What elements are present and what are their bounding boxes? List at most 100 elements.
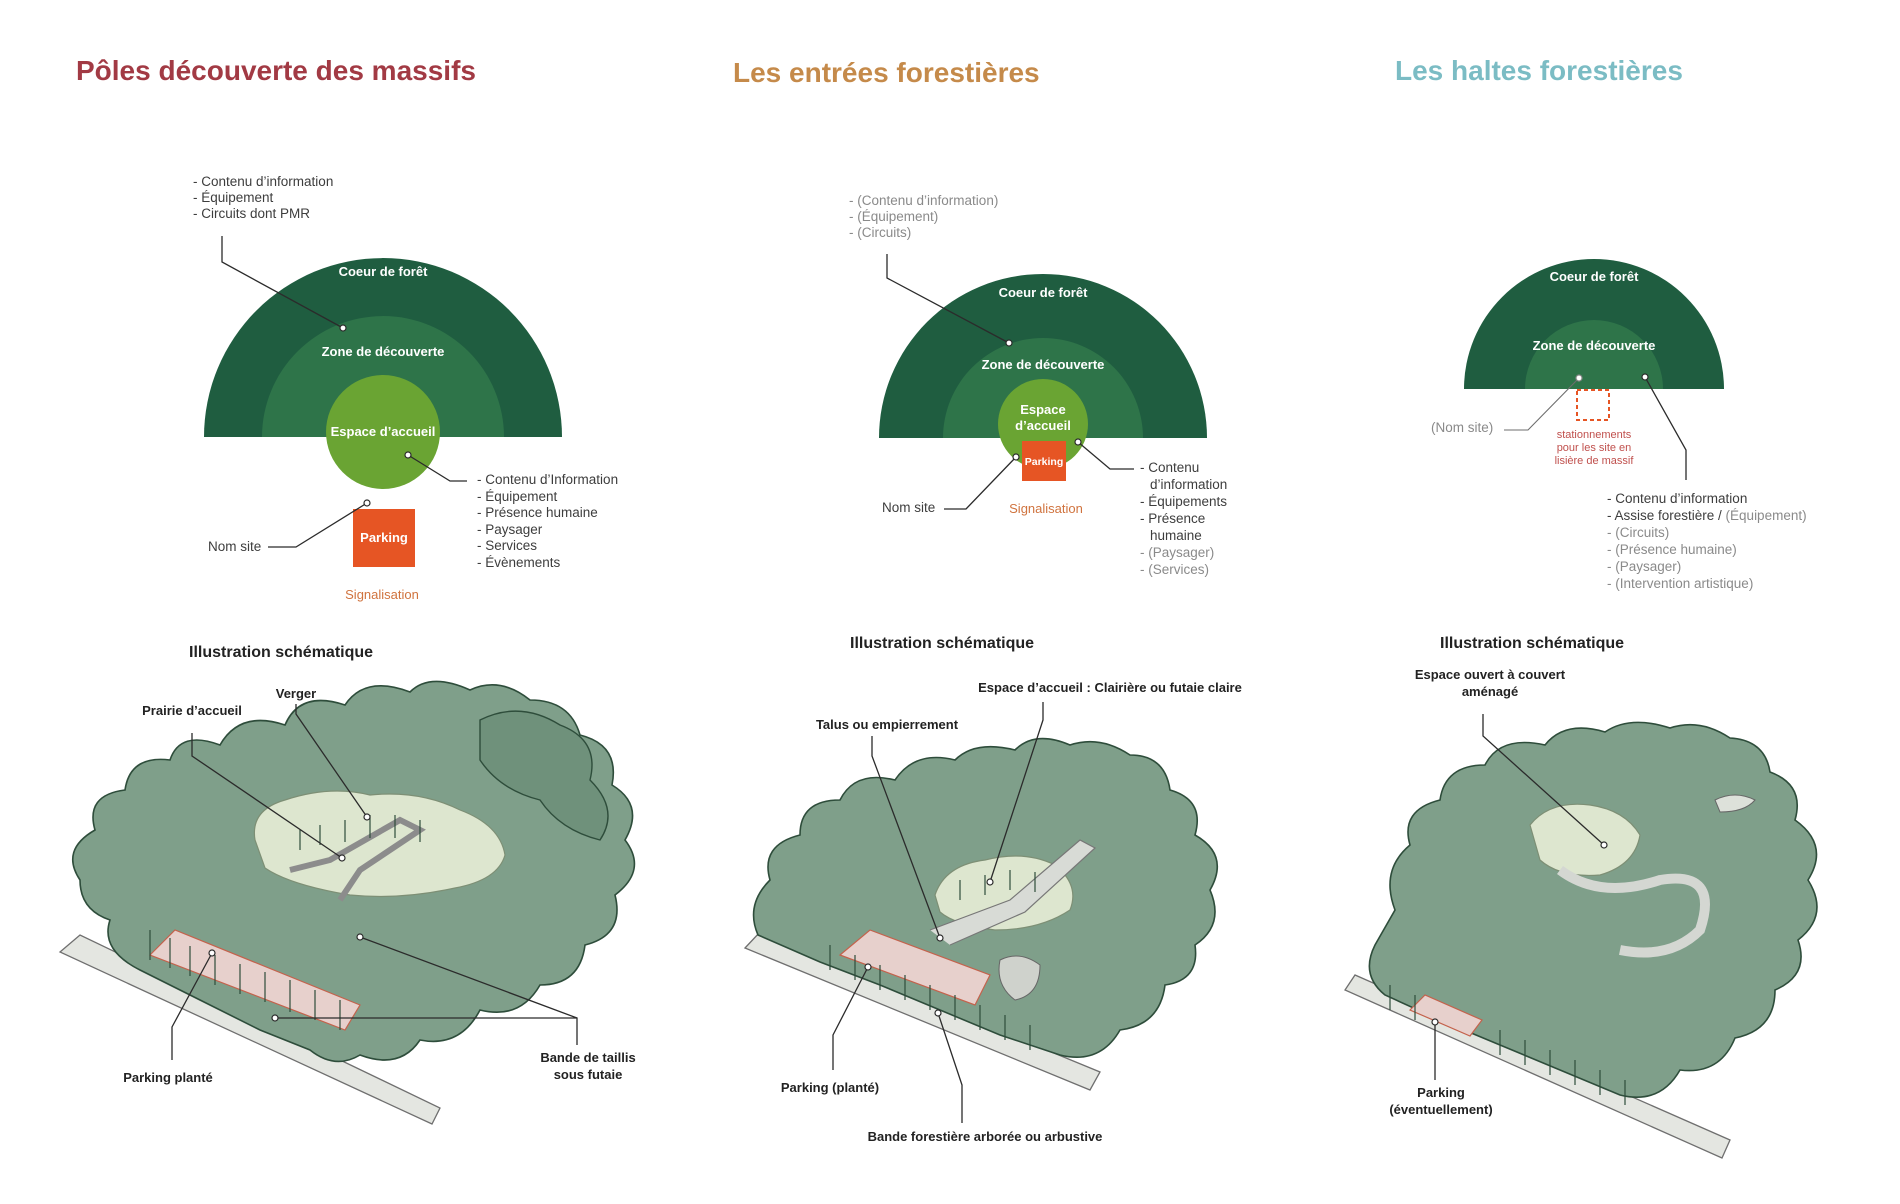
label-assise-black: - Assise forestière / xyxy=(1607,508,1726,523)
leader-dot xyxy=(271,1014,279,1022)
right-label-7: - (Services) xyxy=(1140,562,1209,577)
leader-dot xyxy=(404,451,412,459)
clearing-small xyxy=(1714,794,1756,813)
espace-accueil-circle xyxy=(326,375,440,489)
label-parking: Parking xyxy=(360,530,408,545)
right-label-4: - Présence xyxy=(1140,511,1205,526)
parking-area xyxy=(148,929,361,1031)
right-label-2: - Équipement xyxy=(477,489,558,504)
road xyxy=(743,931,1101,1091)
leader-dot xyxy=(363,813,371,821)
label-zone-de-decouverte: Zone de découverte xyxy=(1533,338,1656,353)
leader-bande xyxy=(937,1012,963,1123)
leader-dot xyxy=(356,933,364,941)
label-zone-de-decouverte: Zone de découverte xyxy=(982,357,1105,372)
tree-trunks xyxy=(1389,985,1626,1105)
leader-top xyxy=(886,254,1010,344)
panel-haltes-diagram: Coeur de forêt Zone de découverte statio… xyxy=(1431,259,1807,591)
leader-parking xyxy=(832,966,869,1070)
label-nom-site: Nom site xyxy=(882,500,935,515)
leader-dot xyxy=(934,1009,942,1017)
illustration-entrees: Espace d’accueil : Clairière ou futaie c… xyxy=(743,680,1242,1144)
label-parking: Parking xyxy=(1025,456,1064,468)
parking-box xyxy=(1022,441,1066,481)
label-accueil: d’accueil xyxy=(1015,418,1071,433)
leader-dot xyxy=(1074,438,1082,446)
panel-poles-diagram: Coeur de forêt Zone de découverte Espace… xyxy=(193,174,618,602)
label-espace-ouvert-1: Espace ouvert à couvert xyxy=(1415,667,1566,682)
leader-right xyxy=(407,454,467,482)
illustration-title: Illustration schématique xyxy=(189,644,373,661)
leader-nom-site xyxy=(944,456,1017,510)
top-label-3: - Circuits dont PMR xyxy=(193,206,310,221)
label-circuits: - (Circuits) xyxy=(1607,525,1669,540)
label-bande-1: Bande de taillis xyxy=(540,1050,635,1065)
leader-dot xyxy=(1012,453,1020,461)
right-label-1: - Contenu xyxy=(1140,460,1199,475)
tree-canopy xyxy=(479,710,609,841)
top-label-2: - Équipement xyxy=(193,190,274,205)
label-stationnements-3: lisière de massif xyxy=(1555,455,1635,467)
label-assise: - Assise forestière / (Équipement) xyxy=(1607,508,1807,523)
leader-parking xyxy=(171,952,213,1060)
talus-rocks xyxy=(998,955,1041,1001)
prairie-clearing xyxy=(253,790,506,898)
label-verger: Verger xyxy=(276,686,316,701)
stationnement-dashed-box xyxy=(1576,389,1610,421)
label-intervention: - (Intervention artistique) xyxy=(1607,576,1753,591)
leader-right xyxy=(1644,376,1687,480)
label-nom-site: (Nom site) xyxy=(1431,420,1493,435)
leader-talus xyxy=(871,736,941,939)
label-parking-1: Parking xyxy=(1417,1085,1465,1100)
label-nom-site: Nom site xyxy=(208,539,261,554)
right-label-6: - Évènements xyxy=(477,555,561,570)
label-coeur-de-foret: Coeur de forêt xyxy=(339,264,429,279)
title-entrees: Les entrées forestières xyxy=(733,57,1040,88)
leader-dot xyxy=(1575,374,1583,382)
illustration-title: Illustration schématique xyxy=(1440,635,1624,652)
label-espace-ouvert-2: aménagé xyxy=(1462,684,1518,699)
label-contenu: - Contenu d’information xyxy=(1607,491,1747,506)
panel-entrees-diagram: Coeur de forêt Zone de découverte Espace… xyxy=(849,193,1227,577)
top-label-1: - Contenu d’information xyxy=(193,174,333,189)
leader-espace-ouvert xyxy=(1482,714,1605,846)
top-label-3: - (Circuits) xyxy=(849,225,911,240)
title-poles: Pôles découverte des massifs xyxy=(76,55,476,86)
leader-dot xyxy=(339,324,347,332)
label-presence: - (Présence humaine) xyxy=(1607,542,1737,557)
label-stationnements-1: stationnements xyxy=(1557,429,1632,441)
right-label-3: - Équipements xyxy=(1140,494,1227,509)
label-assise-grey: (Équipement) xyxy=(1726,508,1807,523)
right-label-6: - (Paysager) xyxy=(1140,545,1214,560)
label-parking-2: (éventuellement) xyxy=(1389,1102,1492,1117)
leader-verger xyxy=(295,704,368,818)
leader-dot xyxy=(1600,841,1608,849)
illustration-poles: Verger Prairie d’accueil Bande de tailli… xyxy=(58,680,636,1125)
leader-espace xyxy=(989,702,1044,883)
zone-de-decouverte-band xyxy=(1525,320,1663,389)
leader-dot xyxy=(864,963,872,971)
parking-area xyxy=(1408,994,1483,1037)
tree-canopy-mass xyxy=(1368,721,1818,1099)
path xyxy=(289,816,426,902)
title-haltes: Les haltes forestières xyxy=(1395,55,1683,86)
leader-dot xyxy=(1005,339,1013,347)
leader-dot xyxy=(936,934,944,942)
leader-top xyxy=(221,236,344,329)
label-espace-accueil: Espace d’accueil xyxy=(331,424,436,439)
label-signalisation: Signalisation xyxy=(345,587,419,602)
label-bande-forestiere: Bande forestière arborée ou arbustive xyxy=(868,1129,1103,1144)
leader-dot xyxy=(1431,1018,1439,1026)
right-label-3: - Présence humaine xyxy=(477,505,598,520)
label-espace-accueil: Espace d’accueil : Clairière ou futaie c… xyxy=(978,680,1242,695)
leader-dot xyxy=(363,499,371,507)
leader-right xyxy=(1077,441,1134,470)
label-prairie: Prairie d’accueil xyxy=(142,703,242,718)
illustration-haltes: Espace ouvert à couvert aménagé Parking … xyxy=(1344,667,1818,1159)
illustration-title: Illustration schématique xyxy=(850,635,1034,652)
leader-dot xyxy=(208,949,216,957)
right-label-5: - Services xyxy=(477,538,537,553)
label-stationnements-2: pour les site en xyxy=(1557,442,1632,454)
parking-box xyxy=(353,509,415,567)
